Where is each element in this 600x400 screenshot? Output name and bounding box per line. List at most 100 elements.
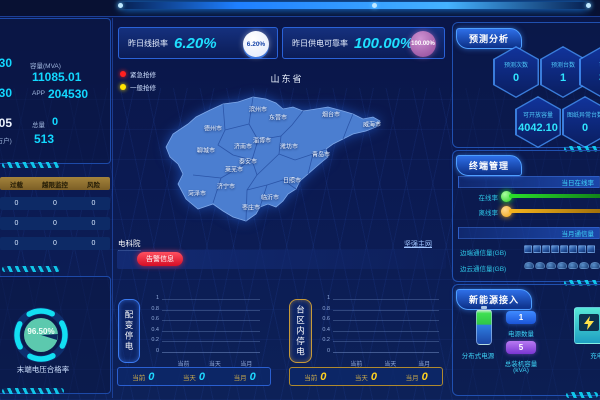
total-value: 0	[52, 116, 59, 128]
map-city-label[interactable]: 济南市	[233, 144, 253, 151]
cloud-icon	[535, 262, 545, 269]
chart-stats-bar: 当前 0 当天 0 当月 0	[289, 367, 443, 386]
online-rate-slider-track[interactable]	[509, 194, 600, 198]
edge-stat-value: 30	[0, 86, 12, 100]
stat-label: 当天	[354, 374, 368, 382]
cube-icon	[587, 245, 595, 253]
table-cell: 0	[91, 240, 96, 247]
hexagon-inner: 可3	[580, 47, 600, 97]
stat-label: 当前	[132, 374, 146, 382]
cloud-icon	[579, 262, 589, 269]
stat-group: 当前 0	[304, 371, 326, 383]
yellow-dot-icon	[120, 84, 126, 90]
y-axis-tick: 0.8	[151, 305, 159, 312]
online-rate-label: 在线率	[478, 195, 499, 202]
cloud-icon	[546, 262, 556, 269]
legend-item-general: 一般抢修	[120, 82, 156, 92]
map-city-label[interactable]: 枣庄市	[241, 205, 261, 212]
app-label: APP	[32, 90, 46, 97]
comm-volume-subheader: 当月通信量	[458, 227, 600, 239]
cube-icon	[524, 245, 532, 253]
gridline	[162, 309, 260, 311]
table-row: 0 0 0	[0, 237, 110, 250]
map-city-label[interactable]: 青岛市	[311, 152, 331, 159]
map-city-label[interactable]: 莱芜市	[224, 167, 244, 174]
map-city-label[interactable]: 东营市	[268, 115, 288, 122]
households-label: 数(万户)	[0, 138, 12, 145]
map-city-label[interactable]: 烟台市	[321, 112, 341, 119]
map-city-label[interactable]: 聊城市	[196, 148, 216, 155]
table-row: 0 0 0	[0, 197, 110, 210]
lightning-bolt-icon	[584, 315, 594, 330]
app-value: 204530	[48, 87, 89, 101]
left-stats-panel	[0, 18, 111, 164]
new-energy-panel-title[interactable]: 新能源接入	[456, 289, 533, 310]
hexagon-inner: 预测台数 1	[541, 47, 585, 97]
table-header-cell: 过载	[10, 181, 23, 189]
table-cell: 0	[53, 240, 57, 247]
gauge-label: 末端电压合格率	[16, 365, 70, 374]
cloud-icon	[590, 262, 600, 269]
gauge-value: 96.50%	[27, 327, 54, 336]
map-city-label[interactable]: 泰安市	[238, 159, 258, 166]
battery-icon	[476, 309, 492, 345]
online-rate-subheader-label: 当日在线率	[561, 180, 595, 187]
gridline	[162, 330, 260, 332]
map-city-label[interactable]: 德州市	[203, 126, 223, 133]
map-city-label[interactable]: 日照市	[282, 178, 302, 185]
map-city-label[interactable]: 滨州市	[248, 107, 268, 114]
stat-group: 当天 0	[183, 371, 205, 383]
chart-side-label: 配变停电	[118, 299, 140, 363]
stat-value: 0	[370, 370, 378, 383]
map-city-label[interactable]: 临沂市	[260, 195, 280, 202]
capacity-label: 容量(MVA)	[30, 63, 61, 70]
red-dot-icon	[120, 71, 126, 77]
map-title: 山东省	[270, 74, 304, 84]
city-boundaries	[192, 96, 354, 222]
kpi-reliability-badge: 100.00%	[410, 31, 436, 57]
map-city-label[interactable]: 淄博市	[252, 138, 272, 145]
legend-item-urgent: 紧急抢修	[120, 69, 156, 79]
header-dot	[118, 3, 123, 8]
divider-hatch	[2, 162, 60, 168]
forecast-panel-title[interactable]: 预测分析	[456, 28, 523, 49]
offline-rate-slider-track[interactable]	[509, 209, 600, 213]
column-divider	[112, 18, 113, 398]
edge-comm-label: 边端通信量(GB)	[460, 250, 507, 257]
hexagon-label: 可开放容量	[522, 113, 553, 119]
hexagon-inner: 可开放容量 4042.10	[516, 97, 560, 147]
y-axis-tick: 1	[155, 295, 159, 301]
y-axis-tick: 1	[326, 295, 330, 301]
stat-value: 0	[421, 370, 428, 383]
gridline	[333, 320, 439, 322]
table-header-cell: 越限监控	[42, 181, 68, 189]
shandong-map[interactable]	[163, 84, 445, 246]
map-city-label[interactable]: 威海市	[362, 122, 382, 129]
cloud-comm-icons	[524, 262, 600, 269]
forecast-hexagon: 预测台数 1	[540, 46, 586, 98]
y-axis-tick: 0.4	[322, 326, 330, 333]
households-value: 513	[34, 132, 55, 146]
cube-icon	[533, 245, 541, 253]
map-city-label[interactable]: 济宁市	[216, 184, 236, 191]
main-grid-link[interactable]: 坚强主网	[404, 241, 432, 248]
capacity-value: 11085.01	[32, 70, 82, 84]
terminal-panel-title[interactable]: 终端管理	[456, 155, 523, 176]
offline-rate-slider-handle[interactable]	[501, 206, 512, 217]
charging-screen	[579, 314, 599, 331]
table-header-row: 过载 越限监控 风险	[0, 177, 110, 190]
capacity-unit-label: (kVA)	[513, 367, 529, 374]
table-cell: 0	[91, 220, 96, 227]
battery-cap	[481, 306, 487, 309]
hexagon-label: 图纸异常台数	[566, 113, 600, 119]
y-axis-tick: 0.6	[151, 316, 159, 323]
y-axis-tick: 0.4	[151, 326, 159, 333]
map-city-label[interactable]: 潍坊市	[279, 144, 299, 151]
online-rate-slider-handle[interactable]	[501, 191, 512, 202]
alarm-info-button[interactable]: 告警信息	[137, 252, 183, 266]
hexagon-value: 3	[599, 72, 600, 84]
x-axis-tick: 当月	[418, 362, 431, 368]
cloud-icon	[568, 262, 578, 269]
map-city-label[interactable]: 菏泽市	[187, 191, 207, 198]
